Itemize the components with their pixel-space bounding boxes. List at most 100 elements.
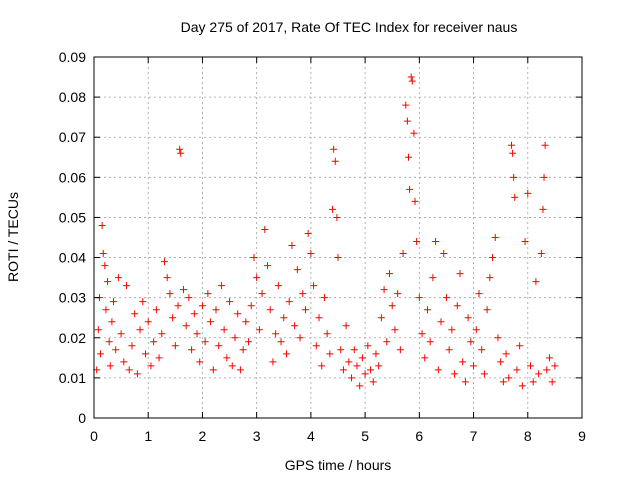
data-point bbox=[207, 318, 215, 326]
data-point bbox=[112, 346, 120, 354]
chart-title: Day 275 of 2017, Rate Of TEC Index for r… bbox=[181, 19, 518, 35]
data-point bbox=[190, 310, 198, 318]
data-point bbox=[117, 330, 125, 338]
data-point bbox=[101, 262, 109, 270]
data-point bbox=[350, 346, 358, 354]
data-point bbox=[411, 197, 419, 205]
data-point bbox=[301, 306, 309, 314]
data-point bbox=[326, 350, 334, 358]
data-point bbox=[499, 378, 507, 386]
data-point bbox=[432, 238, 440, 246]
data-point bbox=[285, 298, 293, 306]
data-point bbox=[526, 362, 534, 370]
grid-lines bbox=[94, 57, 582, 418]
x-tick-label: 3 bbox=[253, 428, 261, 444]
x-tick-label: 9 bbox=[578, 428, 586, 444]
data-point bbox=[348, 374, 356, 382]
y-tick-label: 0.09 bbox=[59, 49, 86, 65]
data-point bbox=[372, 350, 380, 358]
data-point bbox=[179, 286, 187, 294]
data-point bbox=[266, 306, 274, 314]
x-tick-label: 2 bbox=[199, 428, 207, 444]
data-point bbox=[333, 213, 341, 221]
data-point bbox=[166, 290, 174, 298]
data-point bbox=[163, 274, 171, 282]
data-point bbox=[489, 254, 497, 262]
data-point bbox=[188, 346, 196, 354]
data-point bbox=[223, 354, 231, 362]
data-point bbox=[429, 274, 437, 282]
data-point bbox=[334, 254, 342, 262]
data-point bbox=[220, 326, 228, 334]
data-point bbox=[182, 322, 190, 330]
data-point bbox=[269, 358, 277, 366]
y-tick-label: 0.04 bbox=[59, 250, 86, 266]
data-point bbox=[403, 117, 411, 125]
x-tick-label: 4 bbox=[307, 428, 315, 444]
data-point bbox=[529, 378, 537, 386]
data-point bbox=[361, 370, 369, 378]
data-point bbox=[410, 129, 418, 137]
data-point bbox=[277, 338, 285, 346]
y-tick-labels: 0 0.01 0.02 0.03 0.04 0.05 0.06 0.07 0.08 0.09 bbox=[59, 49, 86, 426]
data-point bbox=[413, 238, 421, 246]
data-point bbox=[396, 346, 404, 354]
data-point bbox=[451, 370, 459, 378]
data-point bbox=[288, 242, 296, 250]
data-point bbox=[312, 342, 320, 350]
x-tick-labels: 0 1 2 3 4 5 6 7 8 9 bbox=[90, 428, 586, 444]
data-point bbox=[423, 306, 431, 314]
data-point bbox=[152, 306, 160, 314]
data-point bbox=[193, 330, 201, 338]
data-point bbox=[128, 342, 136, 350]
data-point bbox=[510, 173, 518, 181]
data-point bbox=[315, 314, 323, 322]
data-point bbox=[541, 141, 549, 149]
data-point bbox=[539, 205, 547, 213]
data-point bbox=[247, 302, 255, 310]
data-point bbox=[250, 254, 258, 262]
data-point bbox=[508, 141, 516, 149]
data-point bbox=[406, 185, 414, 193]
data-point bbox=[442, 294, 450, 302]
data-point bbox=[304, 229, 312, 237]
data-point bbox=[494, 334, 502, 342]
data-point bbox=[212, 306, 220, 314]
data-point bbox=[339, 366, 347, 374]
data-point bbox=[513, 366, 521, 374]
x-tick-label: 0 bbox=[90, 428, 98, 444]
data-point bbox=[255, 326, 263, 334]
y-tick-label: 0.02 bbox=[59, 330, 86, 346]
data-point bbox=[307, 250, 315, 258]
data-point bbox=[329, 205, 337, 213]
data-point bbox=[293, 266, 301, 274]
data-point bbox=[358, 354, 366, 362]
data-point bbox=[97, 350, 105, 358]
data-point bbox=[114, 274, 122, 282]
data-point bbox=[548, 378, 556, 386]
data-point bbox=[264, 262, 272, 270]
x-tick-label: 7 bbox=[470, 428, 478, 444]
data-point bbox=[253, 274, 261, 282]
data-point bbox=[296, 334, 304, 342]
data-point bbox=[486, 274, 494, 282]
data-point bbox=[356, 382, 364, 390]
data-point bbox=[407, 73, 415, 81]
y-axis-label: ROTI / TECUs bbox=[5, 192, 21, 282]
y-tick-label: 0.08 bbox=[59, 89, 86, 105]
data-point bbox=[123, 282, 131, 290]
data-point bbox=[155, 354, 163, 362]
data-point bbox=[537, 250, 545, 258]
data-point bbox=[440, 250, 448, 258]
data-point bbox=[540, 173, 548, 181]
data-point bbox=[331, 157, 339, 165]
data-point bbox=[467, 338, 475, 346]
data-point bbox=[106, 362, 114, 370]
data-point bbox=[204, 290, 212, 298]
data-point bbox=[391, 326, 399, 334]
data-point bbox=[144, 318, 152, 326]
x-axis-label: GPS time / hours bbox=[285, 457, 392, 473]
data-point bbox=[478, 346, 486, 354]
data-point bbox=[367, 366, 375, 374]
data-point bbox=[426, 338, 434, 346]
